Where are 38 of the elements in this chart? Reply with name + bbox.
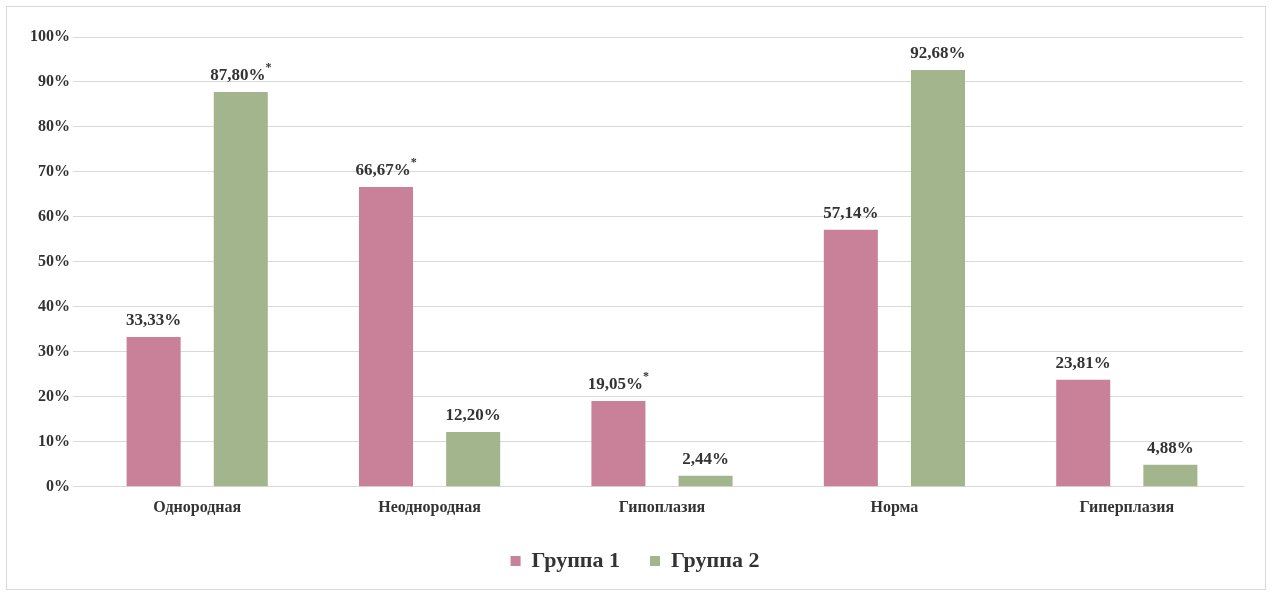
bar <box>126 336 181 487</box>
x-tick-label: Неоднородная <box>378 497 482 516</box>
x-tick-label: Однородная <box>153 497 242 516</box>
bar <box>910 69 965 487</box>
legend-label: Группа 1 <box>531 546 621 572</box>
y-tick-label: 30% <box>38 342 70 359</box>
data-label: 92,68% <box>910 42 966 62</box>
y-tick-label: 70% <box>38 162 70 180</box>
bar <box>823 229 878 487</box>
y-tick-label: 20% <box>38 386 70 404</box>
data-label: 12,20% <box>445 404 501 424</box>
data-label: 57,14% <box>823 202 879 222</box>
y-tick-label: 80% <box>38 117 70 135</box>
bar <box>359 186 414 487</box>
y-tick-label: 90% <box>38 72 70 90</box>
bar <box>213 91 268 487</box>
y-tick-label: 60% <box>38 207 70 225</box>
legend-label: Группа 2 <box>671 546 760 572</box>
y-tick-label: 40% <box>38 297 70 315</box>
bar <box>1056 379 1111 487</box>
y-tick-label: 0% <box>46 476 70 494</box>
data-label: 23,81% <box>1055 352 1111 372</box>
y-tick-label: 50% <box>38 252 70 270</box>
data-label: 4,88% <box>1147 437 1194 457</box>
y-tick-label: 100% <box>30 27 70 45</box>
x-tick-label: Гипоплазия <box>618 497 706 515</box>
bar <box>446 431 501 487</box>
bar <box>678 475 733 487</box>
data-label: 87,80%* <box>210 59 272 84</box>
data-label: 2,44% <box>682 448 729 468</box>
x-tick-label: Гиперплазия <box>1079 497 1175 516</box>
data-label: 19,05%* <box>587 369 650 394</box>
bar <box>591 401 646 487</box>
data-label: 66,67%* <box>355 154 417 179</box>
bar <box>1143 464 1198 487</box>
data-label: 33,33% <box>126 309 182 329</box>
x-tick-label: Норма <box>870 497 919 516</box>
y-tick-label: 10% <box>38 431 70 449</box>
